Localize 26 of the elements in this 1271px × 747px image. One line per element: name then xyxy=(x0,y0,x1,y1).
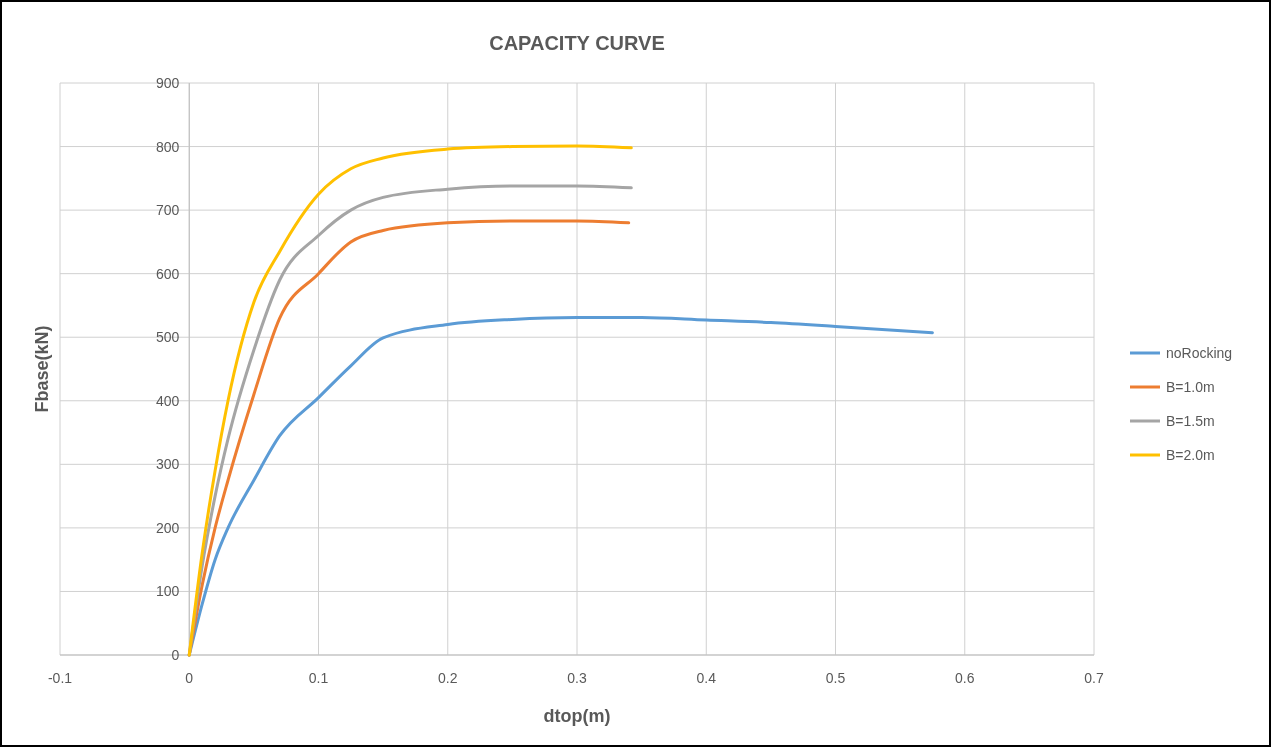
y-tick-label: 0 xyxy=(171,647,180,663)
x-tick-label: 0.7 xyxy=(1084,670,1104,686)
y-tick-label: 400 xyxy=(155,392,180,409)
legend-label: noRocking xyxy=(1166,345,1233,361)
y-tick-label: 200 xyxy=(155,519,180,536)
y-tick-label: 700 xyxy=(155,202,180,219)
y-tick-label: 100 xyxy=(155,583,180,600)
chart-title: CAPACITY CURVE xyxy=(489,32,665,54)
x-axis-title: dtop(m) xyxy=(543,706,611,726)
y-tick-label: 300 xyxy=(155,456,180,473)
y-tick-label: 900 xyxy=(155,75,180,91)
y-tick-label: 500 xyxy=(155,329,180,346)
x-tick-label: 0.1 xyxy=(308,670,329,686)
x-tick-label: 0 xyxy=(185,670,194,686)
legend-label: B=1.0m xyxy=(1166,379,1215,395)
x-tick-label: 0.4 xyxy=(696,670,717,686)
x-tick-label: 0.3 xyxy=(567,670,587,686)
y-axis-title: Fbase(kN) xyxy=(32,325,52,413)
x-tick-label: 0.6 xyxy=(955,670,975,686)
y-tick-label: 800 xyxy=(155,138,180,155)
x-tick-label: -0.1 xyxy=(47,670,73,686)
legend-label: B=1.5m xyxy=(1166,413,1215,429)
y-tick-label: 600 xyxy=(155,265,180,282)
x-tick-label: 0.5 xyxy=(825,670,846,686)
legend-label: B=2.0m xyxy=(1166,447,1215,463)
x-tick-label: 0.2 xyxy=(438,670,458,686)
